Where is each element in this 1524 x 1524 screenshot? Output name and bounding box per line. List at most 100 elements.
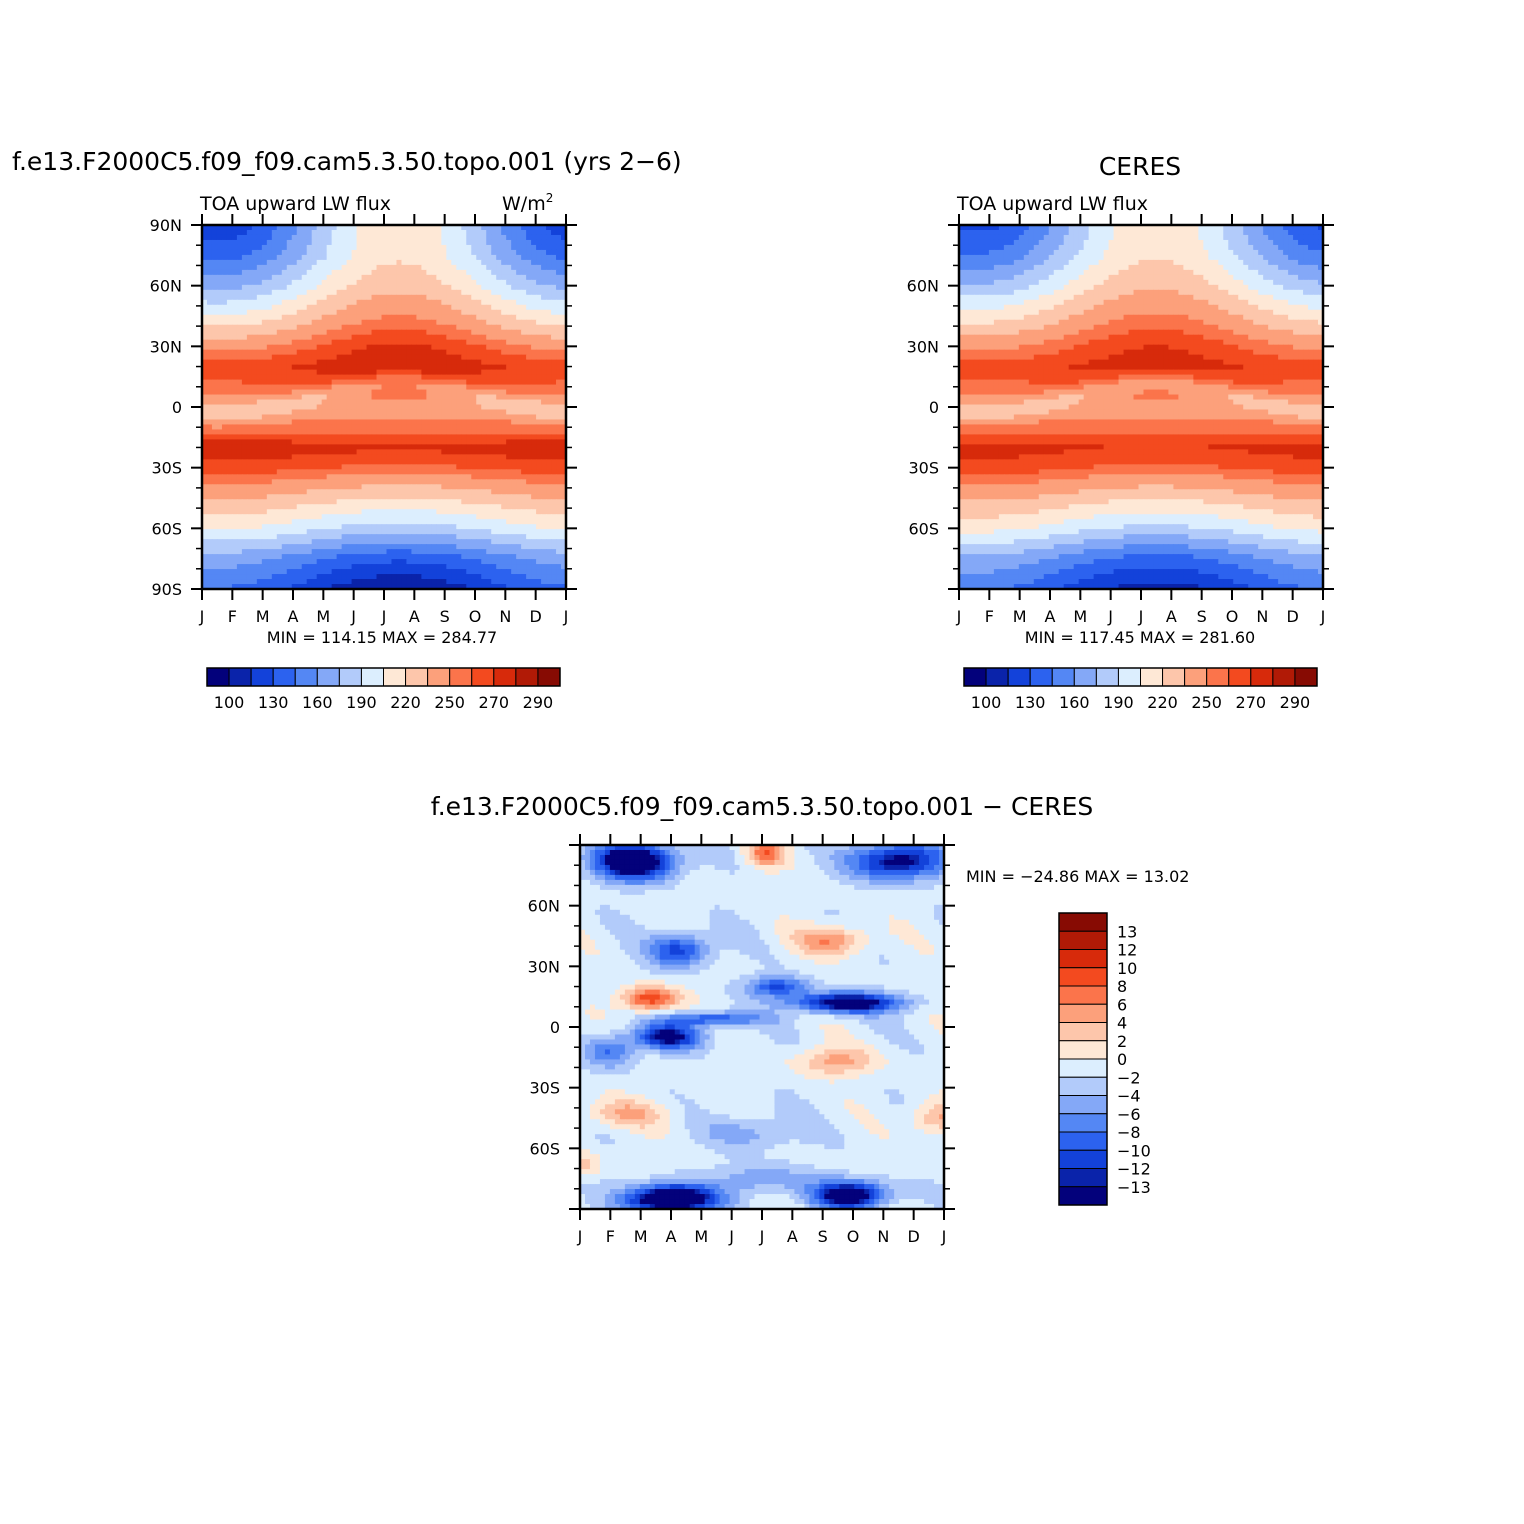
heatmap-cell bbox=[371, 509, 378, 515]
heatmap-cell bbox=[211, 354, 218, 361]
heatmap-cell bbox=[356, 384, 363, 391]
heatmap-cell bbox=[206, 354, 213, 361]
heatmap-cell bbox=[441, 559, 447, 565]
heatmap-cell bbox=[301, 289, 308, 296]
heatmap-cell bbox=[251, 264, 258, 271]
heatmap-cell bbox=[376, 349, 383, 356]
heatmap-cell bbox=[266, 429, 273, 436]
heatmap-cell bbox=[446, 494, 452, 500]
heatmap-cell bbox=[476, 274, 482, 281]
heatmap-cell bbox=[316, 444, 323, 450]
heatmap-cell bbox=[311, 504, 318, 510]
heatmap-cell bbox=[202, 294, 208, 301]
heatmap-cell bbox=[481, 454, 487, 460]
heatmap-cell bbox=[301, 329, 308, 336]
heatmap-cell bbox=[531, 459, 537, 465]
heatmap-cell bbox=[491, 539, 497, 545]
heatmap-cell bbox=[496, 509, 502, 515]
heatmap-cell bbox=[202, 339, 208, 346]
heatmap-cell bbox=[551, 314, 557, 321]
heatmap-cell bbox=[441, 319, 447, 326]
heatmap-cell bbox=[541, 559, 547, 565]
heatmap-cell bbox=[216, 304, 223, 311]
heatmap-cell bbox=[456, 484, 462, 490]
heatmap-cell bbox=[441, 484, 447, 490]
heatmap-cell bbox=[471, 559, 477, 565]
heatmap-cell bbox=[336, 309, 343, 316]
heatmap-cell bbox=[531, 279, 537, 286]
heatmap-cell bbox=[491, 429, 497, 436]
heatmap-cell bbox=[286, 334, 293, 341]
heatmap-cell bbox=[486, 404, 492, 411]
heatmap-cell bbox=[381, 274, 388, 281]
heatmap-cell bbox=[426, 559, 432, 565]
heatmap-cell bbox=[236, 549, 243, 555]
heatmap-cell bbox=[336, 319, 343, 326]
heatmap-cell bbox=[431, 364, 437, 371]
heatmap-cell bbox=[421, 234, 427, 241]
heatmap-cell bbox=[536, 259, 542, 266]
heatmap-cell bbox=[536, 414, 542, 421]
heatmap-cell bbox=[321, 489, 328, 495]
heatmap-cell bbox=[451, 484, 457, 490]
heatmap-cell bbox=[321, 459, 328, 465]
heatmap-cell bbox=[206, 424, 213, 431]
heatmap-cell bbox=[456, 259, 462, 266]
heatmap-cell bbox=[371, 449, 378, 455]
heatmap-cell bbox=[256, 354, 263, 361]
heatmap-cell bbox=[386, 479, 393, 485]
heatmap-cell bbox=[251, 409, 258, 416]
heatmap-cell bbox=[256, 324, 263, 331]
heatmap-cell bbox=[526, 334, 532, 341]
heatmap-cell bbox=[331, 324, 338, 331]
heatmap-cell bbox=[266, 519, 273, 525]
heatmap-cell bbox=[491, 344, 497, 351]
heatmap-cell bbox=[516, 409, 522, 416]
heatmap-cell bbox=[271, 444, 278, 450]
heatmap-cell bbox=[226, 449, 233, 455]
heatmap-cell bbox=[231, 549, 238, 555]
heatmap-cell bbox=[202, 374, 208, 381]
heatmap-cell bbox=[281, 484, 288, 490]
heatmap-cell bbox=[471, 359, 477, 366]
heatmap-cell bbox=[231, 539, 238, 545]
heatmap-cell bbox=[466, 494, 472, 500]
heatmap-cell bbox=[421, 374, 427, 381]
heatmap-cell bbox=[431, 414, 437, 421]
heatmap-cell bbox=[356, 294, 363, 301]
heatmap-cell bbox=[521, 434, 527, 441]
heatmap-cell bbox=[321, 334, 328, 341]
heatmap-cell bbox=[311, 514, 318, 520]
heatmap-cell bbox=[456, 264, 462, 271]
heatmap-cell bbox=[346, 509, 353, 515]
heatmap-cell bbox=[356, 479, 363, 485]
heatmap-cell bbox=[541, 239, 547, 246]
heatmap-cell bbox=[536, 339, 542, 346]
heatmap-cell bbox=[396, 459, 403, 465]
heatmap-cell bbox=[211, 359, 218, 366]
heatmap-cell bbox=[306, 509, 313, 515]
heatmap-cell bbox=[211, 544, 218, 550]
heatmap-cell bbox=[331, 544, 338, 550]
heatmap-cell bbox=[341, 374, 348, 381]
heatmap-cell bbox=[431, 429, 437, 436]
heatmap-cell bbox=[501, 509, 507, 515]
heatmap-cell bbox=[441, 269, 447, 276]
heatmap-cell bbox=[371, 249, 378, 256]
heatmap-cell bbox=[511, 384, 517, 391]
heatmap-cell bbox=[271, 274, 278, 281]
heatmap-cell bbox=[546, 374, 552, 381]
heatmap-cell bbox=[456, 359, 462, 366]
heatmap-cell bbox=[331, 534, 338, 540]
heatmap-cell bbox=[531, 249, 537, 256]
heatmap-cell bbox=[416, 229, 422, 236]
heatmap-cell bbox=[291, 369, 298, 376]
heatmap-cell bbox=[521, 429, 527, 436]
heatmap-cell bbox=[481, 559, 487, 565]
heatmap-cell bbox=[406, 419, 413, 426]
heatmap-cell bbox=[451, 469, 457, 475]
heatmap-cell bbox=[431, 254, 437, 261]
heatmap-cell bbox=[221, 464, 228, 470]
heatmap-cell bbox=[236, 264, 243, 271]
heatmap-cell bbox=[266, 529, 273, 535]
